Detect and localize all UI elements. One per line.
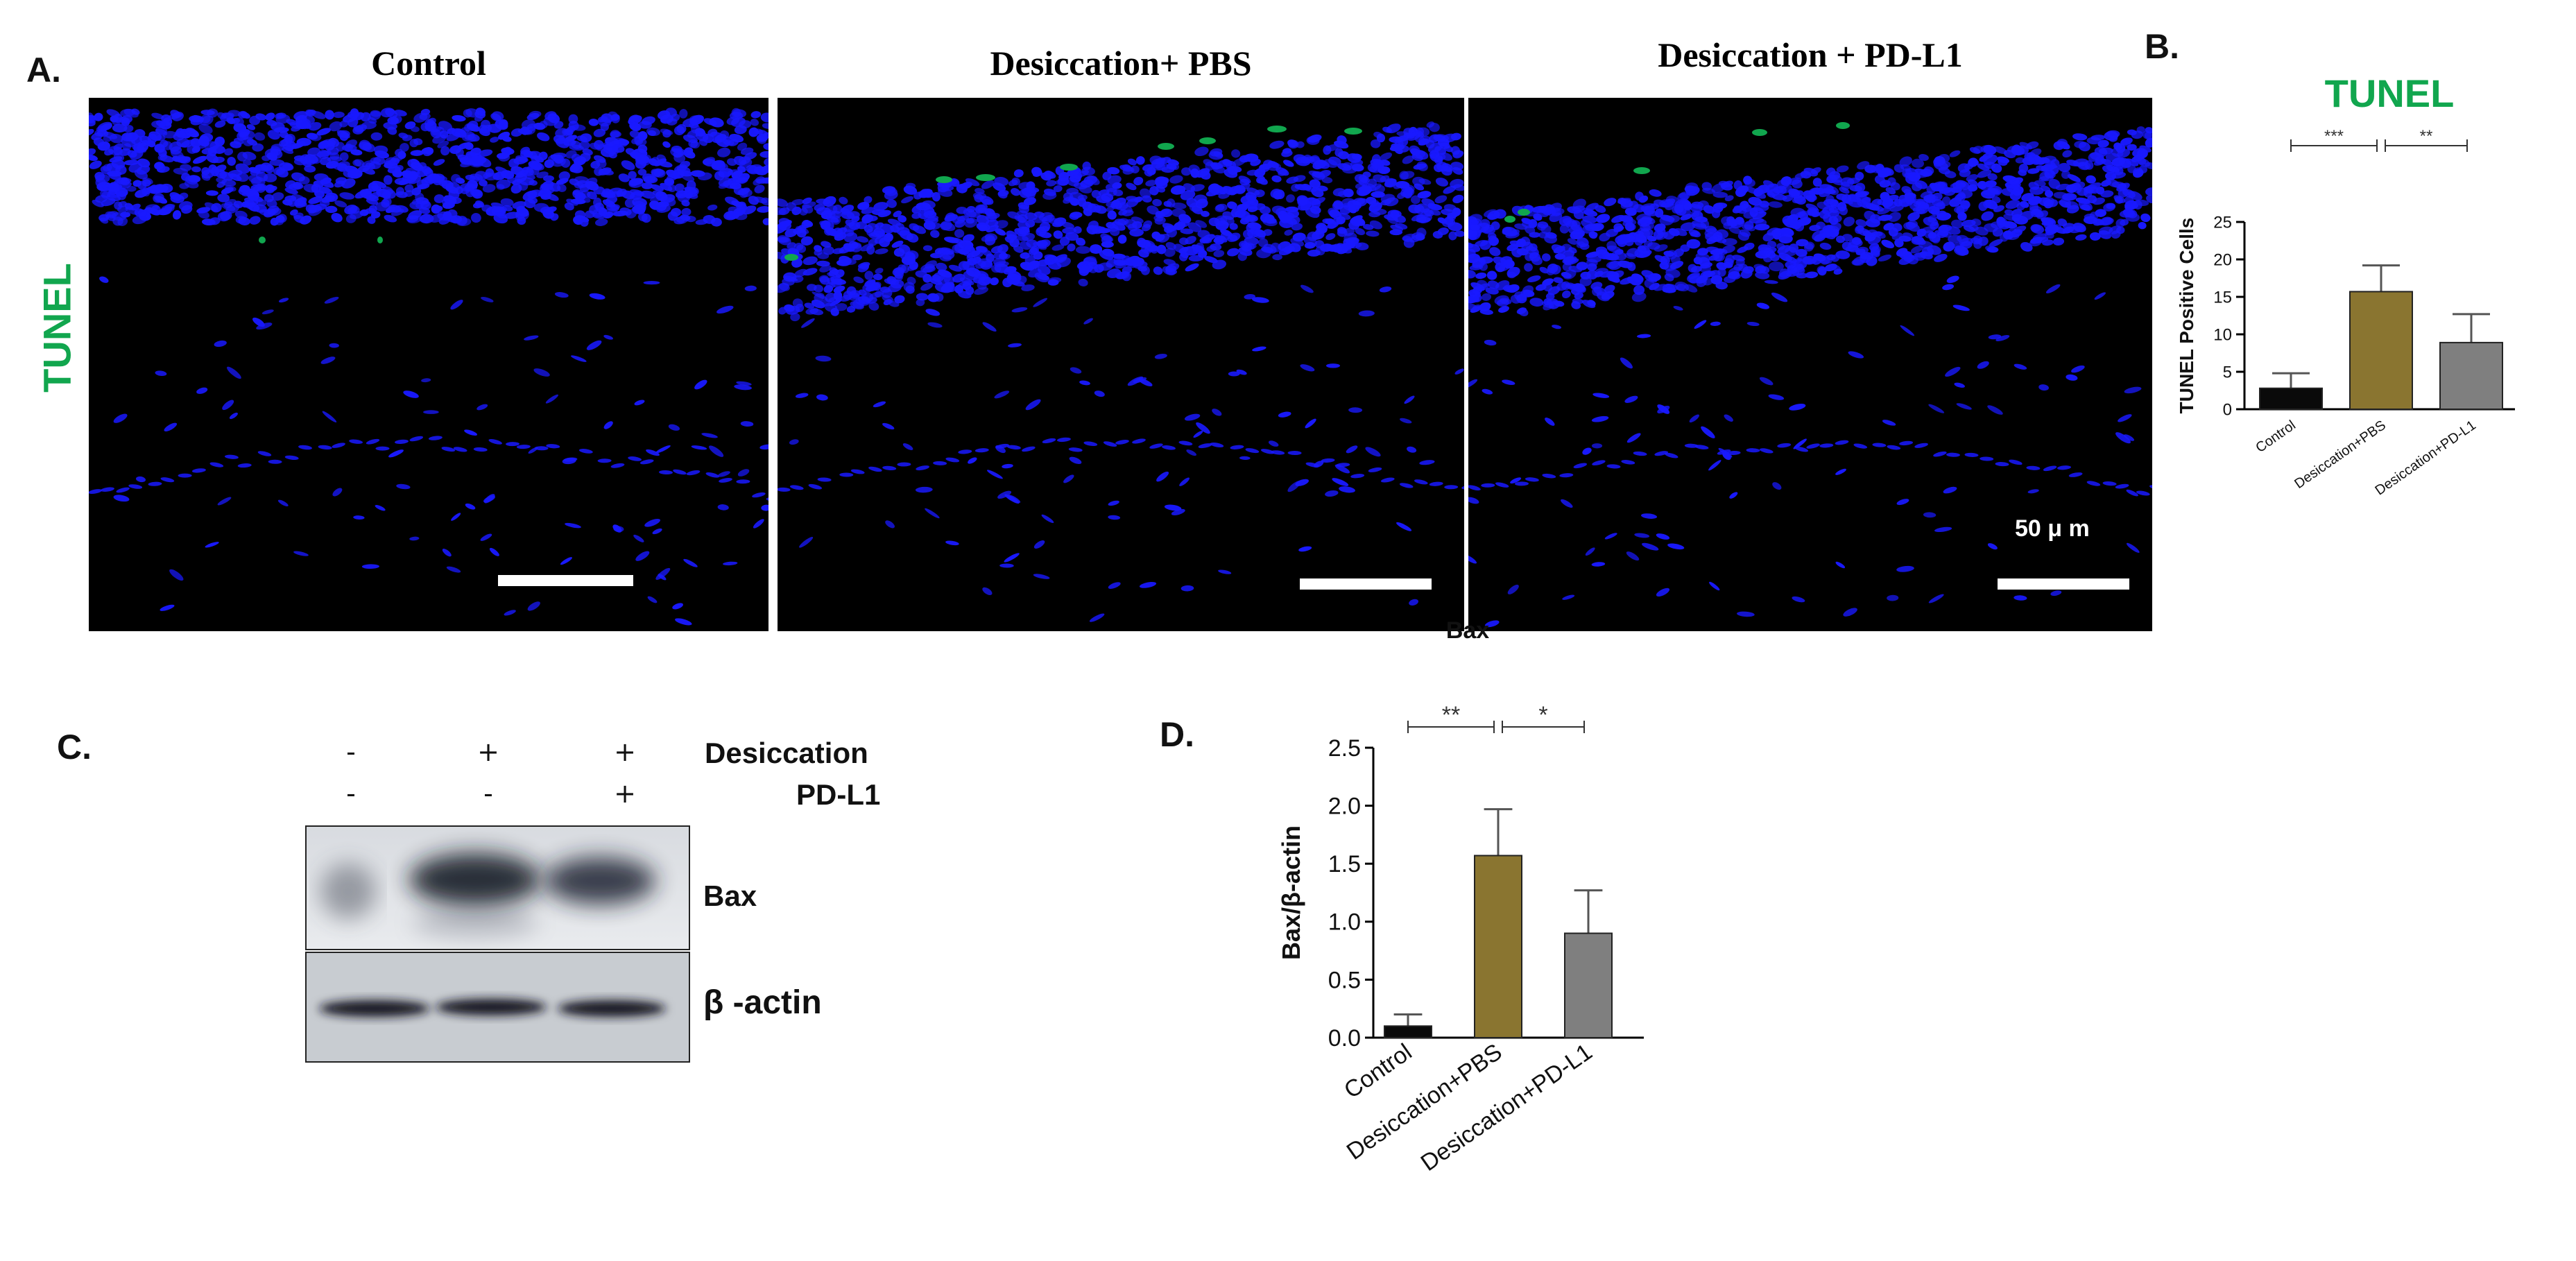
significance-label: *** <box>2324 127 2344 146</box>
category-label: Control <box>2253 418 2298 456</box>
scale-bar <box>498 575 633 586</box>
y-tick-label: 0 <box>2223 400 2232 419</box>
micrograph-pbs <box>778 98 1464 631</box>
nuclei-layer <box>778 121 1464 622</box>
bar-control <box>2259 387 2323 411</box>
y-axis-label: Bax/β-actin <box>1277 825 1305 960</box>
y-tick-label: 10 <box>2213 325 2232 344</box>
bar-desiccation-pd-l1 <box>2439 341 2503 411</box>
tunel-positive-cell <box>1504 216 1515 223</box>
scale-bar <box>1300 578 1432 590</box>
pdl1-row-label: PD-L1 <box>796 778 881 811</box>
y-tick-label: 2.0 <box>1328 794 1361 820</box>
y-tick-label: 15 <box>2213 288 2232 307</box>
tunel-positive-cell <box>1518 209 1530 216</box>
micrograph-pdl1 <box>1468 98 2152 631</box>
panel-a-side-label: TUNEL <box>35 263 79 393</box>
category-label: Desiccation+PBS <box>1342 1038 1507 1165</box>
pdl1-sign-3: + <box>614 778 636 809</box>
scale-bar <box>1998 578 2129 590</box>
tunel-positive-cell <box>1633 167 1650 174</box>
y-axis-label: TUNEL Positive Cells <box>2176 218 2197 414</box>
desiccation-sign-2: + <box>477 737 499 767</box>
image-title-control: Control <box>371 44 486 83</box>
panel-d-letter: D. <box>1160 715 1194 754</box>
category-label: Desiccation+PD-L1 <box>1416 1038 1597 1176</box>
tunel-positive-cell <box>936 176 952 183</box>
tunel-positive-cell <box>976 174 995 181</box>
tunel-positive-cell <box>1199 137 1216 144</box>
bar-desiccation-pbs <box>1474 855 1522 1038</box>
tunel-positive-cell <box>784 254 798 261</box>
pdl1-sign-1: - <box>346 778 356 809</box>
bar-control <box>1384 1025 1432 1039</box>
desiccation-sign-1: - <box>346 737 356 767</box>
image-title-pbs: Desiccation+ PBS <box>990 44 1252 83</box>
chart-tunel: TUNEL 0 5 10 15 20 25 TUNEL Positive Cells Contr… <box>2176 71 2515 499</box>
nuclei-layer <box>1468 122 2152 628</box>
y-tick-label: 5 <box>2223 363 2232 381</box>
micrograph-control <box>89 98 768 631</box>
scale-bar-label: 50 μ m <box>2015 515 2090 542</box>
significance-label: ** <box>1442 702 1460 728</box>
tunel-positive-cell <box>1344 128 1362 135</box>
tunel-positive-cell <box>377 237 383 243</box>
pdl1-sign-2: - <box>483 778 493 809</box>
category-label: Desiccation+PD-L1 <box>2373 418 2479 499</box>
tunel-positive-cell <box>1267 126 1287 132</box>
band-label-bax: Bax <box>703 880 757 912</box>
tunel-positive-cell <box>259 237 266 243</box>
blot-beta-actin <box>305 952 690 1063</box>
significance-label: * <box>1538 702 1547 728</box>
category-label: Desiccation+PBS <box>2292 418 2389 492</box>
panel-a-letter: A. <box>26 51 61 89</box>
y-tick-label: 2.5 <box>1328 735 1361 762</box>
panel-c-letter: C. <box>57 728 92 766</box>
tunel-positive-cell <box>1060 164 1078 171</box>
bar-desiccation-pbs <box>2349 291 2413 410</box>
tunel-positive-cell <box>1752 129 1767 136</box>
chart-title: TUNEL <box>2325 71 2455 115</box>
y-tick-label: 1.5 <box>1328 851 1361 877</box>
blot-bax <box>305 825 690 950</box>
y-tick-label: 25 <box>2213 213 2232 232</box>
desiccation-row-label: Desiccation <box>705 737 868 769</box>
nuclei-layer <box>89 108 768 626</box>
tunel-positive-cell <box>1836 122 1850 129</box>
chart-title: Bax <box>1446 617 1489 644</box>
band-label-beta-actin: β -actin <box>703 984 822 1021</box>
chart-bax: Bax0.00.51.01.52.02.5Bax/β-actinControlD… <box>1277 617 1644 1176</box>
desiccation-sign-3: + <box>614 737 636 767</box>
image-title-pdl1: Desiccation + PD-L1 <box>1658 35 1963 74</box>
y-tick-label: 0.0 <box>1328 1025 1361 1052</box>
panel-b-letter: B. <box>2145 27 2179 66</box>
tunel-positive-cell <box>1158 143 1174 150</box>
y-tick-label: 20 <box>2213 250 2232 269</box>
bar-desiccation-pd-l1 <box>1564 932 1613 1038</box>
significance-label: ** <box>2420 127 2433 146</box>
y-tick-label: 0.5 <box>1328 967 1361 993</box>
y-tick-label: 1.0 <box>1328 909 1361 936</box>
